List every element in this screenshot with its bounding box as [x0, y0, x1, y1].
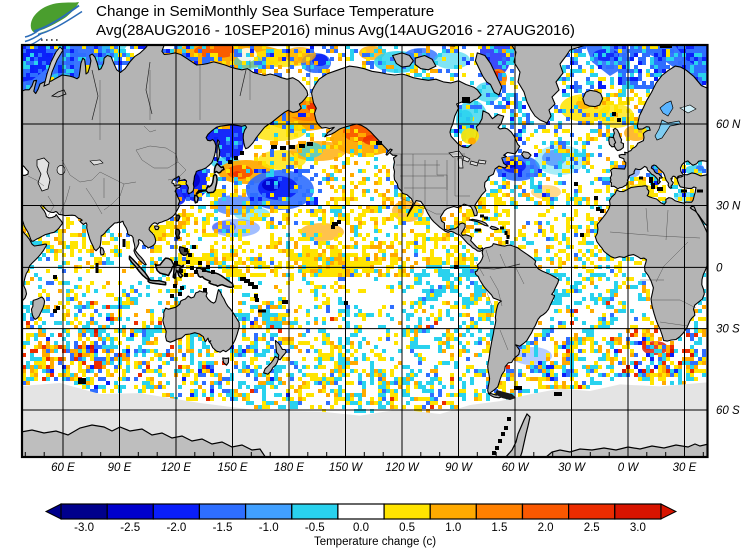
svg-text:60 E: 60 E: [51, 462, 75, 474]
svg-text:-1.5: -1.5: [213, 522, 233, 534]
svg-text:-3.0: -3.0: [74, 522, 94, 534]
svg-text:90 E: 90 E: [108, 462, 132, 474]
svg-text:0.0: 0.0: [353, 522, 369, 534]
svg-text:150 E: 150 E: [217, 462, 247, 474]
svg-text:30 W: 30 W: [558, 462, 586, 474]
svg-text:30 S: 30 S: [716, 324, 740, 336]
svg-text:0: 0: [716, 262, 723, 274]
svg-text:2.0: 2.0: [538, 522, 554, 534]
svg-text:-0.5: -0.5: [305, 522, 325, 534]
svg-text:-2.0: -2.0: [166, 522, 186, 534]
svg-text:-1.0: -1.0: [259, 522, 279, 534]
svg-text:60 W: 60 W: [502, 462, 530, 474]
svg-text:90 W: 90 W: [445, 462, 473, 474]
svg-text:1.0: 1.0: [445, 522, 461, 534]
svg-text:1.5: 1.5: [491, 522, 507, 534]
svg-text:60 S: 60 S: [716, 405, 740, 417]
svg-text:2.5: 2.5: [584, 522, 600, 534]
svg-text:Temperature change (c): Temperature change (c): [314, 536, 436, 548]
svg-text:30 E: 30 E: [673, 462, 697, 474]
svg-text:3.0: 3.0: [630, 522, 646, 534]
svg-text:120 W: 120 W: [385, 462, 419, 474]
svg-text:0 W: 0 W: [618, 462, 640, 474]
svg-text:60 N: 60 N: [716, 119, 741, 131]
svg-text:150 W: 150 W: [329, 462, 363, 474]
svg-text:0.5: 0.5: [399, 522, 415, 534]
svg-text:-2.5: -2.5: [120, 522, 140, 534]
svg-text:180 E: 180 E: [274, 462, 304, 474]
svg-text:120 E: 120 E: [161, 462, 191, 474]
svg-text:30 N: 30 N: [716, 201, 741, 213]
